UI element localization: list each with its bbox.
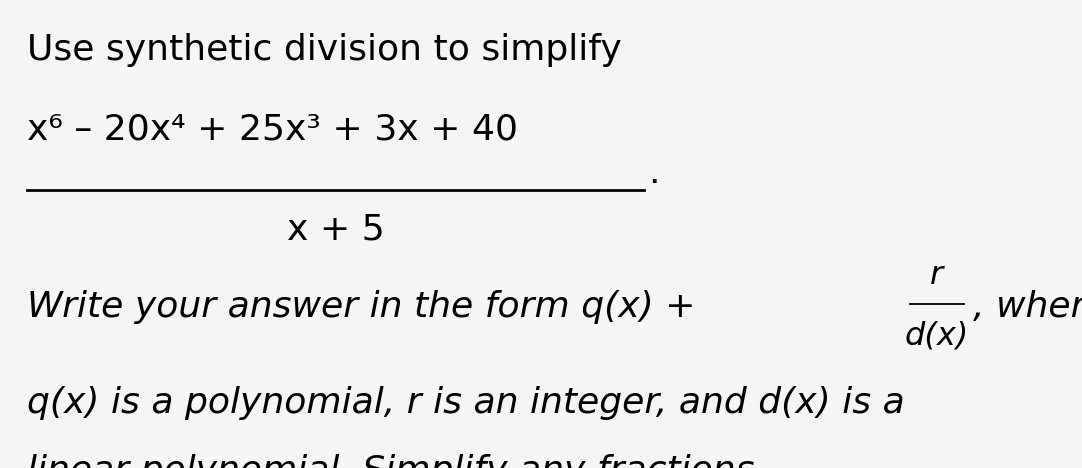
Text: .: . [648,155,660,190]
Text: linear polynomial. Simplify any fractions.: linear polynomial. Simplify any fraction… [27,454,766,468]
Text: x + 5: x + 5 [287,213,384,247]
Text: d(x): d(x) [905,321,969,351]
Text: Use synthetic division to simplify: Use synthetic division to simplify [27,33,622,67]
Text: x⁶ – 20x⁴ + 25x³ + 3x + 40: x⁶ – 20x⁴ + 25x³ + 3x + 40 [27,112,518,146]
Text: r: r [931,260,944,291]
Text: , where: , where [973,290,1082,323]
Text: q(x) is a polynomial, r is an integer, and d(x) is a: q(x) is a polynomial, r is an integer, a… [27,386,905,420]
Text: Write your answer in the form q(x) +: Write your answer in the form q(x) + [27,290,707,323]
